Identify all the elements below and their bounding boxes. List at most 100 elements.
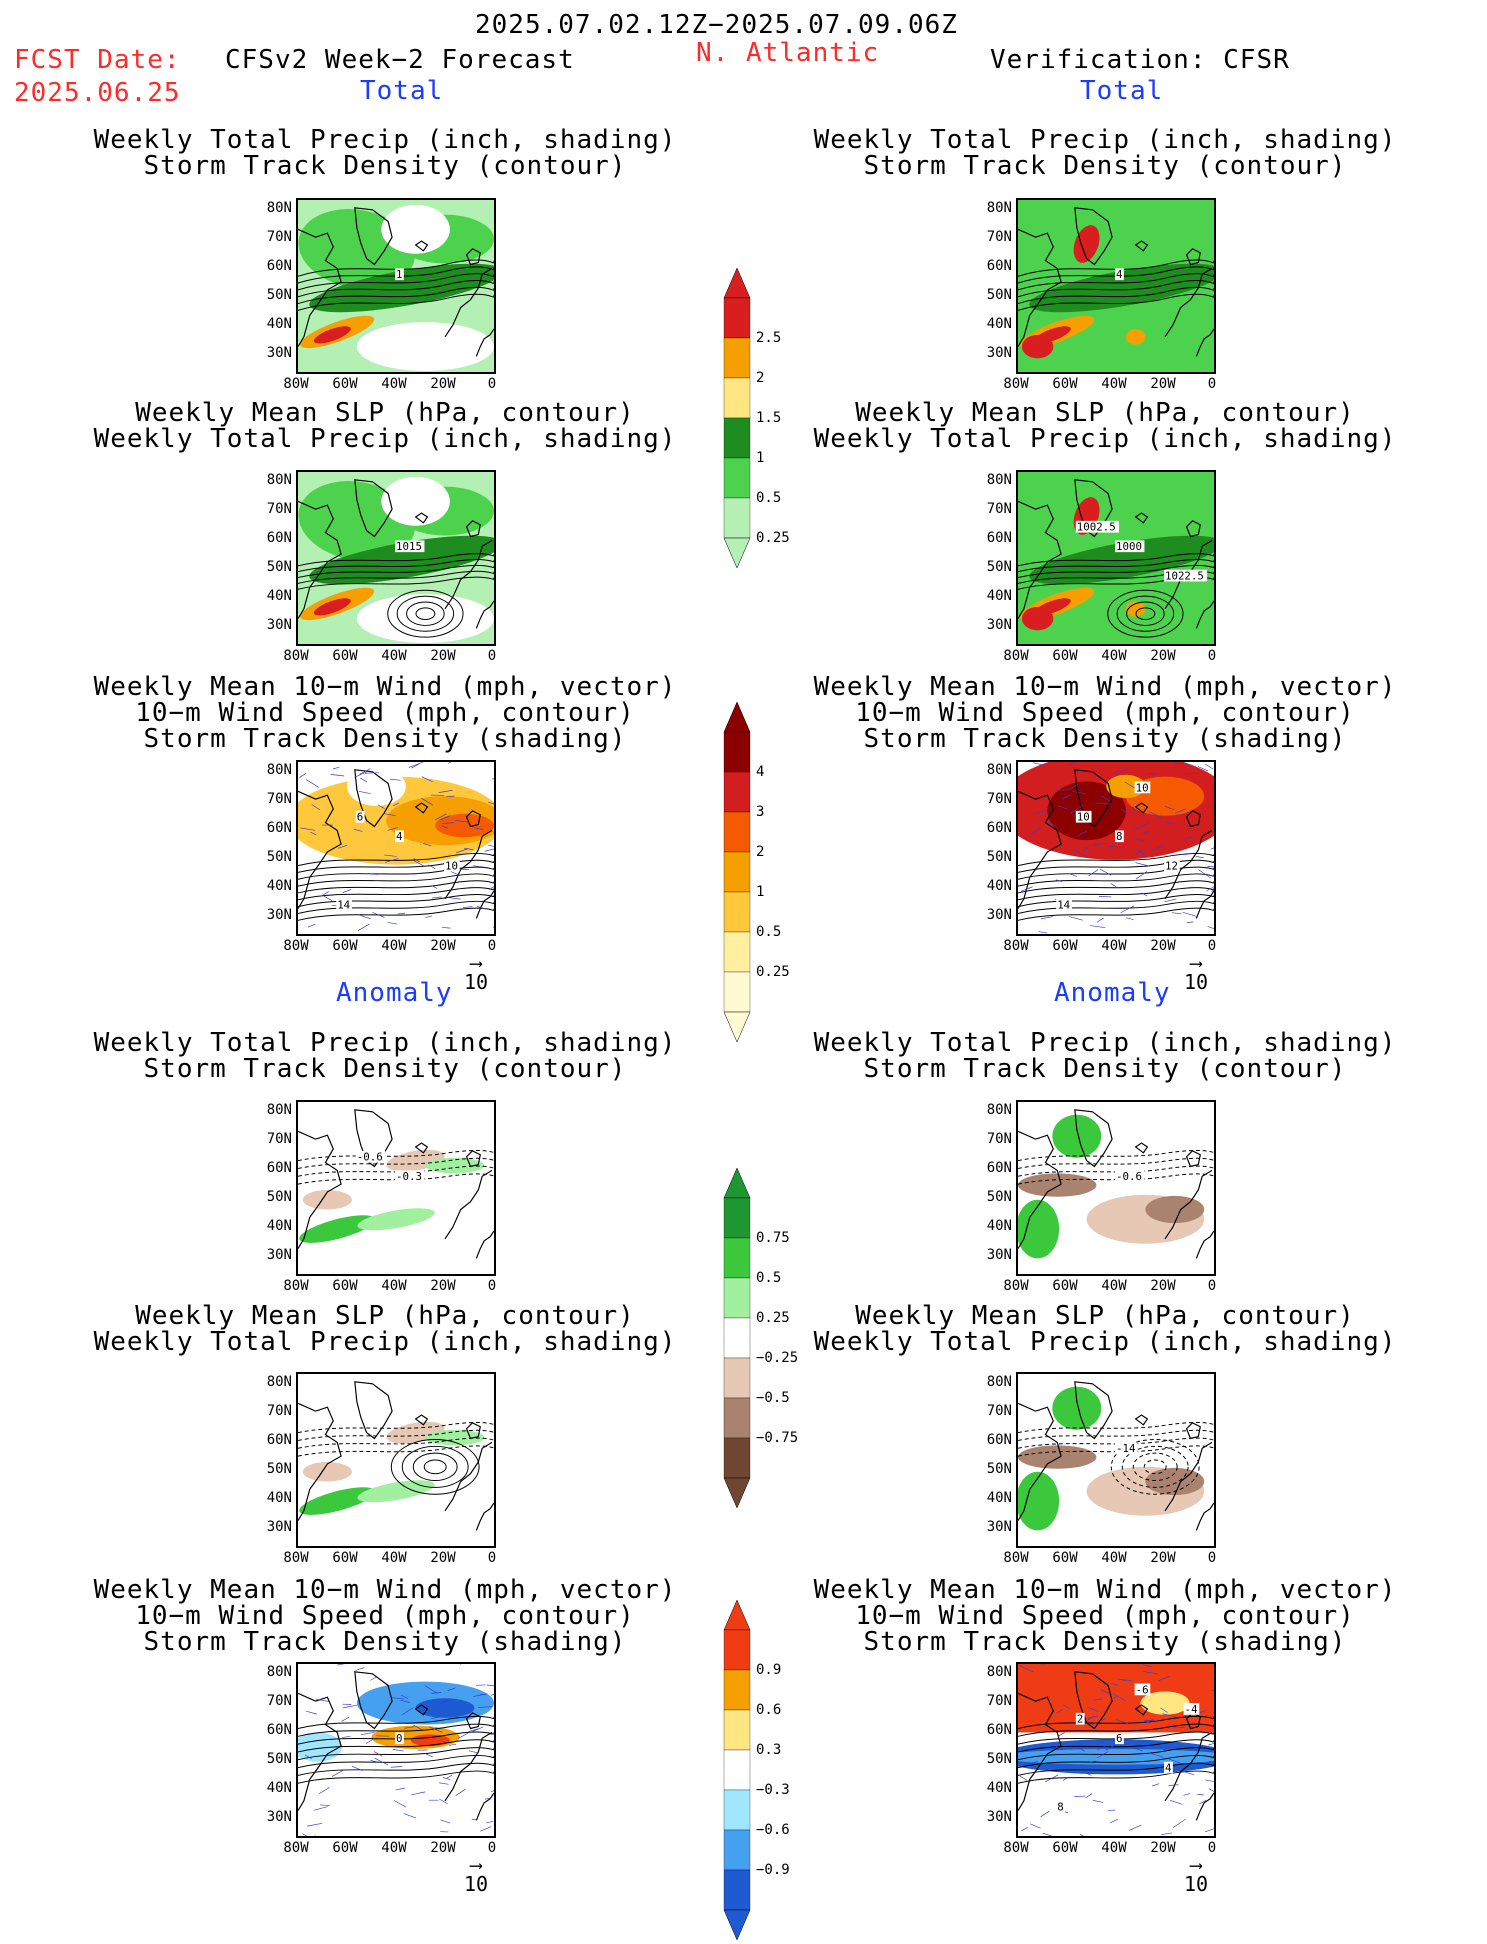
panel-title-fcst-anom-wind: Weekly Mean 10−m Wind (mph, vector) 10−m… — [80, 1577, 690, 1655]
lon-tick-label: 80W — [276, 376, 316, 392]
lon-tick-label: 40W — [1094, 648, 1134, 664]
lon-tick-label: 0 — [1192, 1840, 1232, 1856]
lat-tick-label: 70N — [252, 791, 292, 807]
lat-tick-label: 40N — [252, 1218, 292, 1234]
colorbar-segment — [724, 498, 750, 538]
lat-tick-label: 80N — [252, 762, 292, 778]
colorbar-label: −0.6 — [756, 1822, 790, 1838]
lat-tick-label: 80N — [252, 472, 292, 488]
lon-tick-label: 60W — [325, 938, 365, 954]
fcst-date-label: FCST Date: — [14, 45, 181, 75]
colorbar-segment — [724, 1398, 750, 1438]
title-line: Weekly Mean SLP (hPa, contour) — [80, 400, 690, 426]
colorbar-label: 0.5 — [756, 924, 781, 940]
panel-title-fcst-anom-precip: Weekly Total Precip (inch, shading) Stor… — [80, 1030, 690, 1082]
map-cfsr-total-precip: 4 — [1016, 198, 1216, 374]
lat-tick-label: 50N — [972, 1461, 1012, 1477]
colorbar-label: 1.5 — [756, 410, 781, 426]
lat-tick-label: 40N — [252, 878, 292, 894]
colorbar-segment — [724, 1670, 750, 1710]
colorbar-segment — [724, 1438, 750, 1478]
lat-tick-label: 70N — [972, 1403, 1012, 1419]
colorbar-label: 0.5 — [756, 490, 781, 506]
contour-label: 4 — [1165, 1762, 1171, 1775]
panel-title-cfsr-wind: Weekly Mean 10−m Wind (mph, vector) 10−m… — [800, 674, 1410, 752]
lon-tick-label: 60W — [325, 376, 365, 392]
lon-tick-label: 20W — [423, 938, 463, 954]
lat-tick-label: 40N — [972, 1780, 1012, 1796]
panel-title-cfsr-anom-wind: Weekly Mean 10−m Wind (mph, vector) 10−m… — [800, 1577, 1410, 1655]
title-line: 10−m Wind Speed (mph, contour) — [800, 700, 1410, 726]
lat-tick-label: 30N — [972, 1247, 1012, 1263]
title-line: Storm Track Density (shading) — [800, 726, 1410, 752]
lat-tick-label: 60N — [972, 820, 1012, 836]
title-line: Storm Track Density (contour) — [800, 153, 1410, 179]
lon-tick-label: 40W — [1094, 1550, 1134, 1566]
vector-reference-value: 10 — [464, 970, 488, 994]
lon-tick-label: 60W — [325, 1278, 365, 1294]
lon-tick-label: 40W — [374, 648, 414, 664]
colorbar-label: 0.5 — [756, 1270, 781, 1286]
lat-tick-label: 50N — [972, 849, 1012, 865]
model-title: CFSv2 Week−2 Forecast — [225, 45, 575, 75]
colorbar-segment — [724, 732, 750, 772]
colorbar-segment — [724, 1710, 750, 1750]
colorbar-label: 0.25 — [756, 530, 790, 546]
lon-tick-label: 20W — [423, 1278, 463, 1294]
lat-tick-label: 70N — [252, 1693, 292, 1709]
lat-tick-label: 80N — [972, 472, 1012, 488]
lat-tick-label: 70N — [972, 229, 1012, 245]
lon-tick-label: 0 — [472, 1550, 512, 1566]
vector-arrow-icon: ⟶ — [446, 1860, 506, 1872]
lat-tick-label: 50N — [252, 1189, 292, 1205]
lon-tick-label: 60W — [1045, 938, 1085, 954]
lat-tick-label: 50N — [972, 1189, 1012, 1205]
panel-title-cfsr-precip: Weekly Total Precip (inch, shading) Stor… — [800, 127, 1410, 179]
title-line: Weekly Mean SLP (hPa, contour) — [80, 1303, 690, 1329]
lon-tick-label: 40W — [1094, 1278, 1134, 1294]
colorbar-anom_track — [722, 1600, 752, 1940]
lat-tick-label: 30N — [252, 1519, 292, 1535]
lat-tick-label: 50N — [972, 1751, 1012, 1767]
colorbar-segment — [724, 298, 750, 338]
lon-tick-label: 20W — [1143, 376, 1183, 392]
panel-title-cfsr-anom-slp: Weekly Mean SLP (hPa, contour) Weekly To… — [800, 1303, 1410, 1355]
lat-tick-label: 80N — [252, 1664, 292, 1680]
colorbar-total_track — [722, 702, 752, 1042]
title-line: Weekly Total Precip (inch, shading) — [80, 1030, 690, 1056]
contour-label: -0.6 — [357, 1151, 383, 1164]
colorbar-segment — [724, 892, 750, 932]
lat-tick-label: 70N — [252, 1403, 292, 1419]
title-line: 10−m Wind Speed (mph, contour) — [800, 1603, 1410, 1629]
lat-tick-label: 80N — [972, 1102, 1012, 1118]
lon-tick-label: 0 — [1192, 1550, 1232, 1566]
lat-tick-label: 70N — [252, 1131, 292, 1147]
lat-tick-label: 50N — [252, 559, 292, 575]
vector-reference-value: 10 — [464, 1872, 488, 1896]
lat-tick-label: 40N — [252, 1780, 292, 1796]
lat-tick-label: 40N — [972, 1218, 1012, 1234]
title-line: Weekly Mean 10−m Wind (mph, vector) — [800, 674, 1410, 700]
lon-tick-label: 20W — [423, 376, 463, 392]
lat-tick-label: 30N — [252, 1247, 292, 1263]
colorbar-segment — [724, 1750, 750, 1790]
region-title: N. Atlantic — [696, 38, 879, 68]
title-line: Weekly Total Precip (inch, shading) — [80, 1329, 690, 1355]
lat-tick-label: 80N — [252, 200, 292, 216]
lon-tick-label: 80W — [996, 1278, 1036, 1294]
lon-tick-label: 80W — [276, 648, 316, 664]
date-range-title: 2025.07.02.12Z−2025.07.09.06Z — [475, 10, 958, 40]
colorbar-segment — [724, 1318, 750, 1358]
lat-tick-label: 80N — [972, 1664, 1012, 1680]
contour-label: 1015 — [396, 540, 422, 553]
lon-tick-label: 40W — [1094, 376, 1134, 392]
lon-tick-label: 0 — [1192, 1278, 1232, 1294]
lon-tick-label: 0 — [1192, 938, 1232, 954]
map-fcst-anom-slp — [296, 1372, 496, 1548]
lon-tick-label: 80W — [996, 1550, 1036, 1566]
colorbar-segment — [724, 1198, 750, 1238]
lon-tick-label: 0 — [472, 1278, 512, 1294]
lat-tick-label: 30N — [972, 1809, 1012, 1825]
map-fcst-anom-precip: -0.3-0.6 — [296, 1100, 496, 1276]
lon-tick-label: 80W — [996, 648, 1036, 664]
